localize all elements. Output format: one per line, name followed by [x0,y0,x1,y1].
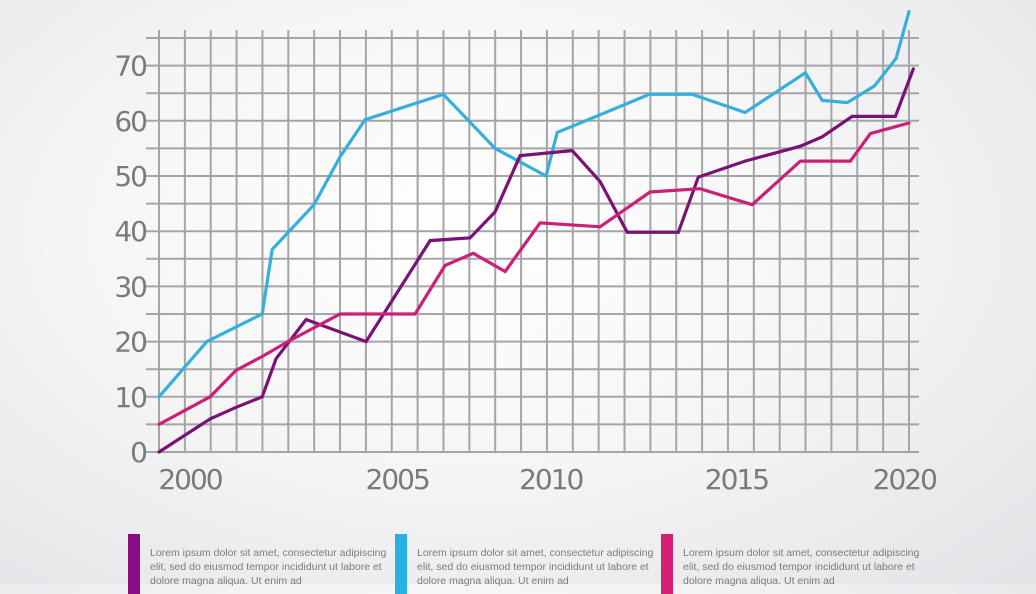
y-tick-label: 60 [114,105,146,138]
legend-text: Lorem ipsum dolor sit amet, consectetur … [417,547,654,587]
x-tick-label: 2005 [366,463,429,496]
grid [146,30,919,453]
legend-color-bar [661,534,673,594]
legend-text: Lorem ipsum dolor sit amet, consectetur … [150,547,387,587]
y-tick-label: 70 [114,50,146,83]
y-tick-label: 0 [130,436,146,469]
legend-text: Lorem ipsum dolor sit amet, consectetur … [683,547,920,587]
y-tick-label: 10 [114,381,146,414]
legend-color-bar [395,534,407,594]
legend-color-bar [128,534,140,594]
x-tick-label: 2000 [158,463,221,496]
y-tick-label: 50 [114,160,146,193]
y-tick-label: 40 [114,215,146,248]
series-lines [157,9,915,454]
x-tick-label: 2020 [873,463,936,496]
y-tick-label: 20 [114,326,146,359]
cyan-series-line [157,9,911,399]
x-tick-label: 2015 [705,463,768,496]
x-tick-label: 2010 [519,463,582,496]
x-axis-ticks: 2000 2005 2010 2015 2020 [158,463,938,496]
y-tick-label: 30 [114,270,146,303]
purple-series-line [157,67,915,454]
magenta-series-line [157,121,911,426]
y-axis-ticks: 0 10 20 30 40 50 60 70 [114,50,148,469]
